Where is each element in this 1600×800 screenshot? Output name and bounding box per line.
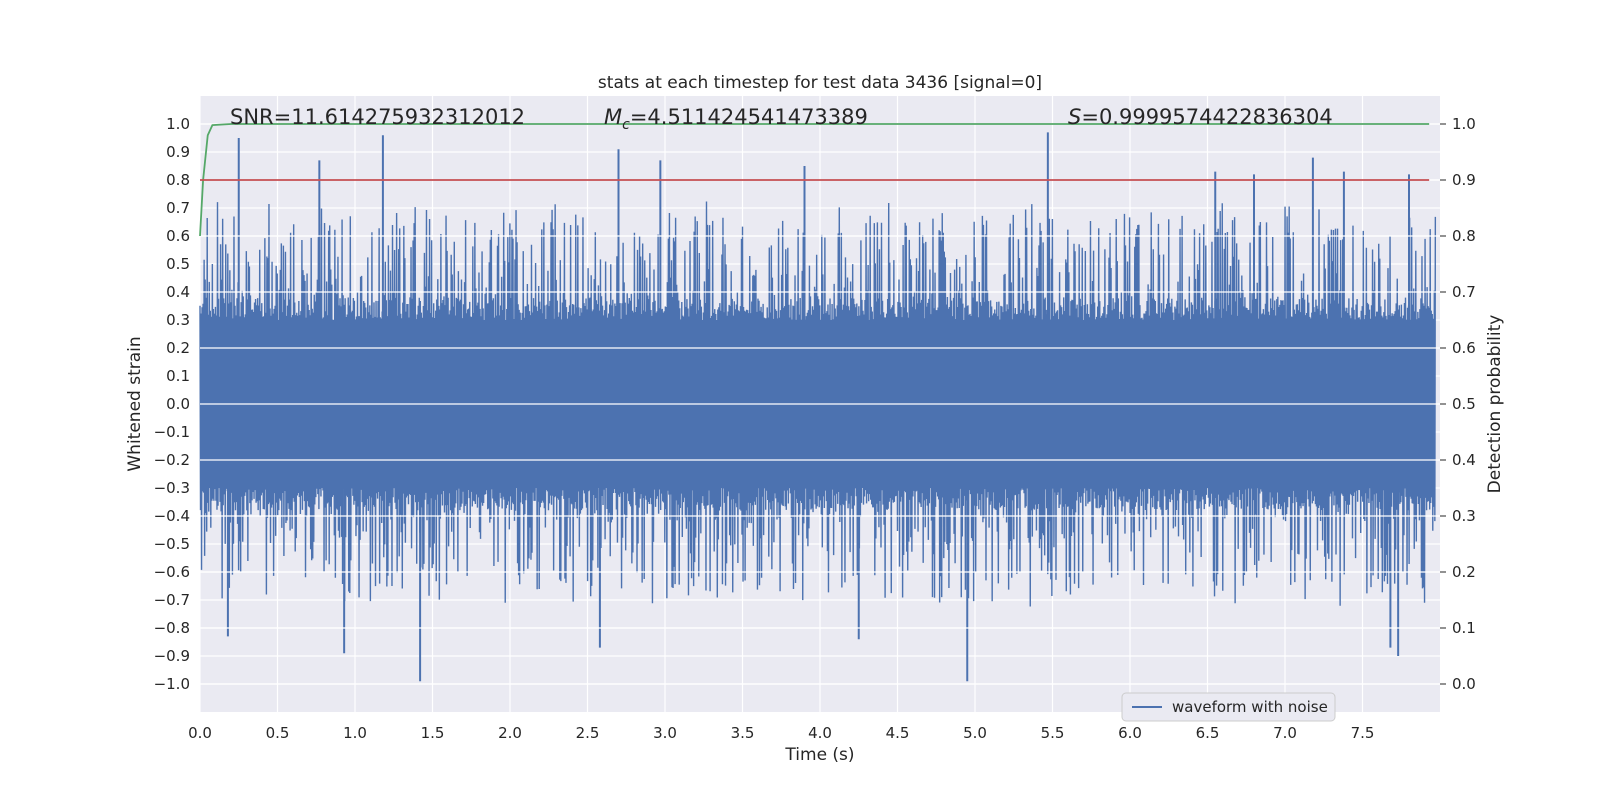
x-tick-label: 0.0 (188, 724, 212, 742)
x-tick-label: 4.0 (808, 724, 832, 742)
left-y-tick-label: 0.9 (166, 143, 190, 161)
right-y-tick-label: 0.1 (1452, 619, 1476, 637)
mc-symbol: M (604, 105, 622, 129)
x-tick-label: 7.0 (1273, 724, 1297, 742)
legend-label: waveform with noise (1172, 698, 1328, 716)
right-y-tick-label: 0.7 (1452, 283, 1476, 301)
left-y-tick-label: −0.6 (154, 563, 190, 581)
mc-subscript: c (622, 117, 630, 133)
x-tick-label: 3.0 (653, 724, 677, 742)
x-tick-label: 3.5 (731, 724, 755, 742)
mc-value: =4.511424541473389 (630, 105, 868, 129)
left-y-tick-label: 1.0 (166, 115, 190, 133)
right-y-tick-label: 0.3 (1452, 507, 1476, 525)
x-tick-label: 7.5 (1351, 724, 1375, 742)
left-y-tick-label: −0.5 (154, 535, 190, 553)
left-y-tick-label: −0.3 (154, 479, 190, 497)
x-axis-label: Time (s) (784, 745, 854, 765)
left-y-tick-label: −0.8 (154, 619, 190, 637)
right-y-axis-ticks: 1.0 0.9 0.8 0.7 0.6 0.5 0.4 0.3 0.2 0.1 0.0 (1440, 115, 1476, 693)
right-y-tick-label: 0.2 (1452, 563, 1476, 581)
s-annotation: S=0.9999574422836304 (1068, 105, 1333, 129)
left-y-tick-label: 0.7 (166, 199, 190, 217)
left-y-tick-label: 0.2 (166, 339, 190, 357)
right-y-tick-label: 0.4 (1452, 451, 1476, 469)
x-tick-label: 2.5 (576, 724, 600, 742)
left-y-tick-label: −0.9 (154, 647, 190, 665)
chirp-mass-annotation: Mc=4.511424541473389 (604, 105, 868, 133)
left-y-tick-label: 0.8 (166, 171, 190, 189)
legend: waveform with noise (1121, 692, 1336, 722)
left-y-tick-label: −1.0 (154, 675, 190, 693)
x-tick-label: 4.5 (886, 724, 910, 742)
right-y-tick-label: 0.8 (1452, 227, 1476, 245)
x-tick-label: 0.5 (266, 724, 290, 742)
left-y-tick-label: −0.1 (154, 423, 190, 441)
s-symbol: S (1068, 105, 1081, 129)
right-y-tick-label: 0.6 (1452, 339, 1476, 357)
legend-box (1121, 692, 1336, 722)
x-tick-label: 6.0 (1118, 724, 1142, 742)
x-tick-label: 5.0 (963, 724, 987, 742)
x-tick-label: 2.0 (498, 724, 522, 742)
right-y-axis-label: Detection probability (1485, 315, 1505, 494)
left-y-tick-label: −0.2 (154, 451, 190, 469)
chart-title: stats at each timestep for test data 343… (598, 73, 1042, 93)
right-y-tick-label: 1.0 (1452, 115, 1476, 133)
left-y-axis-label: Whitened strain (125, 336, 145, 471)
x-tick-label: 1.5 (421, 724, 445, 742)
left-y-tick-label: 0.6 (166, 227, 190, 245)
snr-annotation: SNR=11.614275932312012 (230, 105, 525, 129)
left-y-tick-label: 0.0 (166, 395, 190, 413)
left-y-axis-ticks: 1.0 0.9 0.8 0.7 0.6 0.5 0.4 0.3 0.2 0.1 0.0 −0.1 −0.… (154, 115, 190, 693)
left-y-tick-label: 0.5 (166, 255, 190, 273)
right-y-tick-label: 0.5 (1452, 395, 1476, 413)
right-y-tick-label: 0.0 (1452, 675, 1476, 693)
left-y-tick-label: −0.7 (154, 591, 190, 609)
right-y-tick-label: 0.9 (1452, 171, 1476, 189)
left-y-tick-label: 0.4 (166, 283, 190, 301)
x-axis-ticks: 0.0 0.5 1.0 1.5 2.0 2.5 3.0 3.5 4.0 4.5 5.0 5.5 6.0 6… (188, 724, 1374, 742)
detection-probability-line (199, 123, 1430, 237)
x-tick-label: 6.5 (1196, 724, 1220, 742)
left-y-tick-label: 0.3 (166, 311, 190, 329)
s-value: =0.9999574422836304 (1081, 105, 1332, 129)
left-y-tick-label: −0.4 (154, 507, 190, 525)
left-y-tick-label: 0.1 (166, 367, 190, 385)
x-tick-label: 1.0 (343, 724, 367, 742)
strain-line (199, 201, 1437, 607)
x-tick-label: 5.5 (1041, 724, 1065, 742)
probability-series (199, 123, 1430, 237)
